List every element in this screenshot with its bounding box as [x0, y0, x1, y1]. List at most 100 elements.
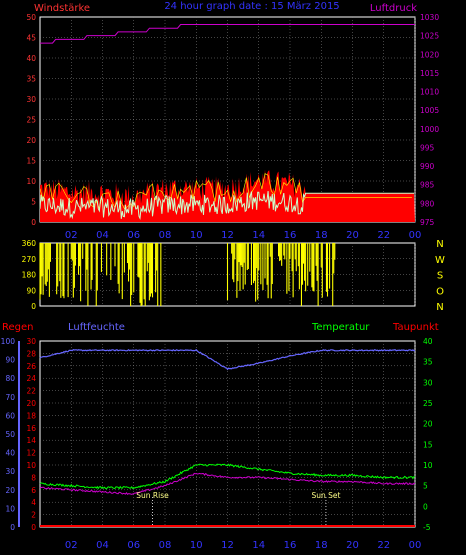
x-tick-label: 22	[377, 540, 390, 551]
wind-gust-area	[40, 169, 415, 222]
tick-label: 90	[26, 286, 36, 295]
tick-label: 8	[31, 473, 36, 482]
tick-label: 360	[22, 239, 37, 248]
x-tick-label: 12	[221, 540, 234, 551]
tick-label: 20	[26, 399, 36, 408]
tick-label: 90	[5, 356, 15, 365]
tick-label: 0	[31, 218, 36, 227]
x-tick-label: 06	[127, 540, 140, 551]
x-tick-label: 22	[377, 230, 390, 241]
tick-label: 60	[5, 411, 15, 420]
x-tick-label: 12	[221, 230, 234, 241]
tick-label: 28	[26, 349, 36, 358]
tick-label: 20	[26, 136, 36, 145]
dewpoint-line	[39, 472, 416, 496]
x-tick-label: 00	[409, 540, 422, 551]
tick-label: 1015	[420, 69, 439, 78]
wind-gust-line	[39, 173, 412, 210]
x-tick-label: 14	[252, 230, 265, 241]
direction-letter: N	[436, 239, 443, 250]
tick-label: 40	[26, 54, 36, 63]
tick-label: 0	[31, 302, 36, 311]
tick-label: 35	[26, 75, 36, 84]
tick-label: 4	[31, 498, 36, 507]
tick-label: 80	[5, 374, 15, 383]
sunset-marker-label: Sun Set	[311, 491, 340, 500]
tick-label: 50	[5, 430, 15, 439]
x-tick-label: 08	[159, 540, 172, 551]
tick-label: 975	[420, 218, 435, 227]
x-tick-label: 02	[65, 230, 78, 241]
x-tick-label: 18	[315, 540, 328, 551]
temperature-line	[39, 463, 416, 490]
direction-letter: N	[436, 302, 443, 313]
tick-label: 270	[22, 255, 37, 264]
tick-label: 5	[423, 482, 428, 491]
x-tick-label: 10	[190, 230, 203, 241]
tick-label: 25	[26, 116, 36, 125]
tick-label: 18	[26, 411, 36, 420]
tick-label: 10	[26, 177, 36, 186]
tick-label: 995	[420, 143, 435, 152]
tick-label: 30	[26, 95, 36, 104]
axis-label-luftdruck: Luftdruck	[370, 3, 417, 14]
tick-label: 50	[26, 13, 36, 22]
tick-label: 0	[10, 523, 15, 532]
label-luftfeuchte: Luftfeuchte	[68, 322, 125, 333]
x-tick-label: 08	[159, 230, 172, 241]
tick-label: 1000	[420, 125, 439, 134]
tick-label: 5	[31, 198, 36, 207]
wind-average-line	[39, 191, 414, 221]
tick-label: 70	[5, 393, 15, 402]
axis-label-windstaerke: Windstärke	[34, 3, 90, 14]
tick-label: 25	[423, 399, 433, 408]
x-tick-label: 00	[409, 230, 422, 241]
x-tick-label: 06	[127, 230, 140, 241]
label-temperatur: Temperatur	[311, 322, 370, 333]
direction-letter: W	[435, 255, 445, 266]
tick-label: 26	[26, 362, 36, 371]
tick-label: 10	[423, 461, 433, 470]
tick-label: 10	[5, 504, 15, 513]
direction-letter: S	[437, 271, 443, 282]
direction-letter: O	[436, 286, 444, 297]
tick-label: 22	[26, 387, 36, 396]
tick-label: 14	[26, 436, 36, 445]
x-tick-label: 18	[315, 230, 328, 241]
tick-label: 12	[26, 449, 36, 458]
label-regen: Regen	[2, 322, 34, 333]
x-tick-label: 02	[65, 540, 78, 551]
x-tick-label: 04	[96, 540, 109, 551]
x-tick-label: 14	[252, 540, 265, 551]
x-tick-label: 20	[346, 540, 359, 551]
tick-label: 0	[423, 502, 428, 511]
tick-label: 180	[22, 271, 37, 280]
tick-label: 20	[423, 420, 433, 429]
tick-label: 10	[26, 461, 36, 470]
humidity-line	[39, 348, 416, 371]
tick-label: 35	[423, 358, 433, 367]
x-tick-label: 04	[96, 230, 109, 241]
tick-label: 16	[26, 424, 36, 433]
tick-label: 40	[5, 449, 15, 458]
tick-label: 30	[423, 378, 433, 387]
tick-label: 30	[5, 467, 15, 476]
sunrise-marker-label: Sun Rise	[136, 491, 169, 500]
tick-label: 15	[26, 157, 36, 166]
tick-label: 1010	[420, 88, 439, 97]
x-tick-label: 16	[284, 540, 297, 551]
label-taupunkt: Taupunkt	[392, 322, 439, 333]
tick-label: 985	[420, 181, 435, 190]
tick-label: 1020	[420, 50, 439, 59]
tick-label: 2	[31, 511, 36, 520]
tick-label: 45	[26, 34, 36, 43]
tick-label: 6	[31, 486, 36, 495]
tick-label: 980	[420, 199, 435, 208]
tick-label: 20	[5, 486, 15, 495]
tick-label: 30	[26, 337, 36, 346]
tick-label: 990	[420, 162, 435, 171]
tick-label: 1025	[420, 32, 439, 41]
x-tick-label: 10	[190, 540, 203, 551]
x-tick-label: 16	[284, 230, 297, 241]
